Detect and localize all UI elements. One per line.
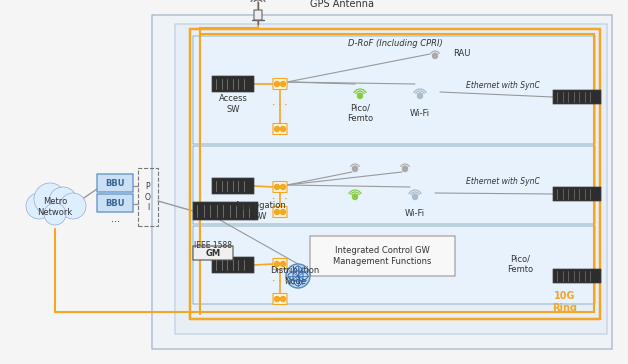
Text: Metro
Network: Metro Network [38,197,73,217]
Text: Wi-Fi: Wi-Fi [410,108,430,118]
Circle shape [49,187,77,215]
Circle shape [281,127,286,131]
Text: Integrated Control GW
Management Functions: Integrated Control GW Management Functio… [333,246,431,266]
FancyBboxPatch shape [553,90,601,104]
Circle shape [34,183,66,215]
FancyBboxPatch shape [212,178,254,194]
Text: 10G
Ring: 10G Ring [553,291,578,313]
Text: P
O
I: P O I [145,182,151,212]
FancyBboxPatch shape [175,24,607,334]
Text: Aggregation
SW: Aggregation SW [235,201,286,221]
Circle shape [418,94,423,99]
FancyBboxPatch shape [193,226,595,304]
Text: Access
SW: Access SW [219,94,247,114]
FancyBboxPatch shape [273,123,287,135]
Circle shape [352,166,357,171]
FancyBboxPatch shape [97,194,133,212]
Text: IEEE 1588: IEEE 1588 [194,241,232,250]
Circle shape [286,264,310,288]
Text: Pico/
Femto: Pico/ Femto [347,103,373,123]
FancyBboxPatch shape [273,182,287,193]
FancyBboxPatch shape [152,15,612,349]
Text: RAU: RAU [453,50,470,59]
Circle shape [274,261,279,266]
Circle shape [413,194,418,199]
FancyBboxPatch shape [254,10,262,20]
FancyBboxPatch shape [553,187,601,201]
Text: BBU: BBU [106,198,125,207]
Text: ···: ··· [111,217,119,227]
Text: · · ·: · · · [273,102,288,111]
Circle shape [44,203,66,225]
Circle shape [281,297,286,301]
Circle shape [281,185,286,190]
Circle shape [433,54,438,59]
FancyBboxPatch shape [193,146,595,224]
Circle shape [274,127,279,131]
Circle shape [281,261,286,266]
Text: Wi-Fi: Wi-Fi [405,209,425,218]
Text: GM: GM [205,249,220,257]
FancyBboxPatch shape [310,236,455,276]
FancyBboxPatch shape [273,258,287,269]
FancyBboxPatch shape [273,293,287,305]
Circle shape [352,194,357,199]
FancyBboxPatch shape [273,206,287,218]
Circle shape [26,193,52,219]
Circle shape [281,82,286,87]
Text: D-RoF (Including CPRI): D-RoF (Including CPRI) [348,40,442,48]
FancyBboxPatch shape [273,79,287,90]
Text: Ethernet with SynC: Ethernet with SynC [466,82,540,91]
FancyBboxPatch shape [553,269,601,283]
Text: Pico/
Femto: Pico/ Femto [507,254,533,274]
Text: BBU: BBU [106,178,125,187]
Circle shape [274,185,279,190]
Text: GPS Antenna: GPS Antenna [310,0,374,9]
Text: · · ·: · · · [273,277,288,285]
FancyBboxPatch shape [193,36,595,144]
FancyBboxPatch shape [97,174,133,192]
Circle shape [281,210,286,214]
Circle shape [357,94,362,99]
Text: Distribution
Node: Distribution Node [271,266,320,286]
FancyBboxPatch shape [193,202,258,220]
Circle shape [403,166,408,171]
Text: Ethernet with SynC: Ethernet with SynC [466,177,540,186]
FancyBboxPatch shape [212,76,254,92]
Circle shape [274,82,279,87]
Circle shape [274,297,279,301]
FancyBboxPatch shape [193,246,233,260]
Text: · · ·: · · · [273,194,288,203]
Bar [138,168,158,226]
FancyBboxPatch shape [212,257,254,273]
Circle shape [274,210,279,214]
Circle shape [60,193,86,219]
